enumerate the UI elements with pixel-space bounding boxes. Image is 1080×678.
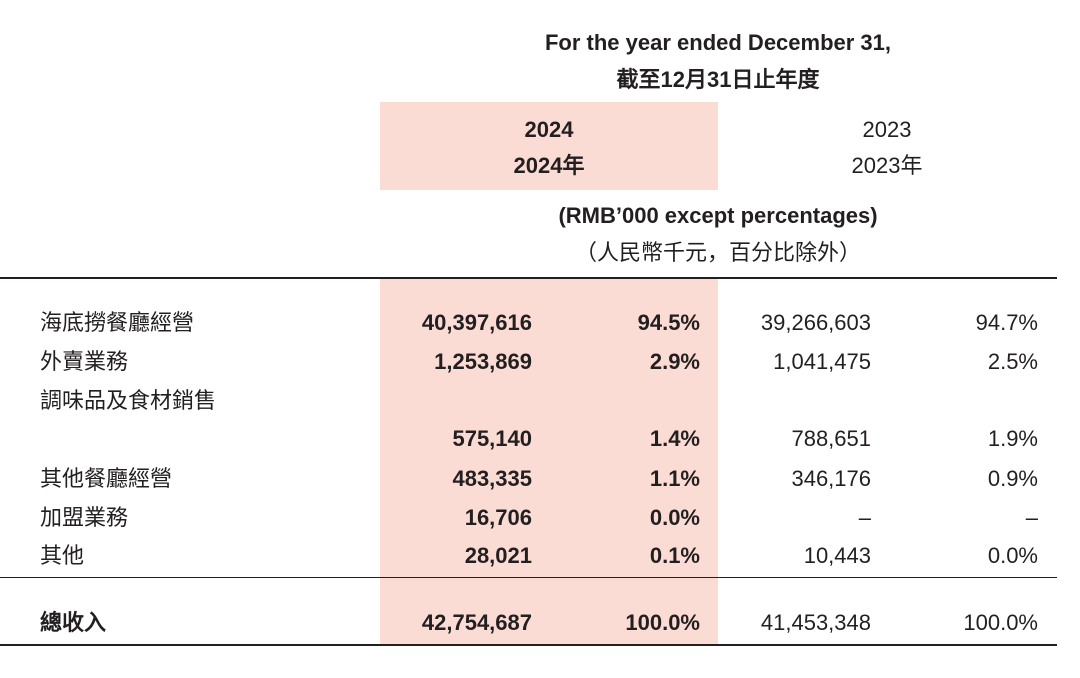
row-label: 其他	[40, 543, 85, 568]
amount-2024: 40,397,616	[421, 310, 532, 335]
period-heading-en: For the year ended December 31,	[544, 30, 892, 55]
row-label: 調味品及食材銷售	[40, 388, 217, 413]
year-2024-en: 2024	[524, 117, 574, 142]
total-divider	[0, 577, 1057, 578]
total-label: 總收入	[40, 610, 107, 635]
row-label: 外賣業務	[40, 349, 129, 374]
current-year-highlight-body	[380, 279, 718, 645]
unit-note-zh: （人民幣千元，百分比除外）	[574, 240, 862, 265]
amount-2023: 10,443	[803, 543, 871, 568]
amount-2024: 16,706	[464, 505, 532, 530]
current-year-highlight-header	[380, 102, 718, 190]
total-amount-2023: 41,453,348	[760, 610, 871, 635]
amount-2023: 39,266,603	[760, 310, 871, 335]
amount-2023: 788,651	[791, 426, 871, 451]
amount-2024: 483,335	[452, 466, 532, 491]
total-percent-2024: 100.0%	[625, 610, 700, 635]
percent-2024: 0.1%	[649, 543, 700, 568]
year-2024-zh: 2024年	[513, 153, 585, 178]
row-label: 加盟業務	[40, 505, 129, 530]
amount-2023: 1,041,475	[773, 349, 871, 374]
row-label: 海底撈餐廳經營	[40, 310, 195, 335]
header-divider	[0, 277, 1057, 279]
percent-2024: 2.9%	[649, 349, 700, 374]
percent-2023: 94.7%	[975, 310, 1038, 335]
percent-2024: 94.5%	[637, 310, 700, 335]
total-percent-2023: 100.0%	[963, 610, 1038, 635]
year-2023-en: 2023	[862, 117, 912, 142]
percent-2023: –	[1025, 505, 1038, 530]
percent-2023: 1.9%	[987, 426, 1038, 451]
bottom-rule-top	[0, 644, 1057, 646]
percent-2024: 0.0%	[649, 505, 700, 530]
amount-2024: 28,021	[464, 543, 532, 568]
amount-2023: 346,176	[791, 466, 871, 491]
percent-2024: 1.4%	[649, 426, 700, 451]
period-heading-zh: 截至12月31日止年度	[616, 67, 820, 92]
unit-note-en: (RMB’000 except percentages)	[558, 203, 878, 228]
percent-2023: 2.5%	[987, 349, 1038, 374]
amount-2024: 575,140	[452, 426, 532, 451]
percent-2024: 1.1%	[649, 466, 700, 491]
total-amount-2024: 42,754,687	[421, 610, 532, 635]
amount-2023: –	[858, 505, 871, 530]
percent-2023: 0.0%	[987, 543, 1038, 568]
percent-2023: 0.9%	[987, 466, 1038, 491]
year-2023-zh: 2023年	[851, 153, 923, 178]
amount-2024: 1,253,869	[434, 349, 532, 374]
row-label: 其他餐廳經營	[40, 466, 173, 491]
